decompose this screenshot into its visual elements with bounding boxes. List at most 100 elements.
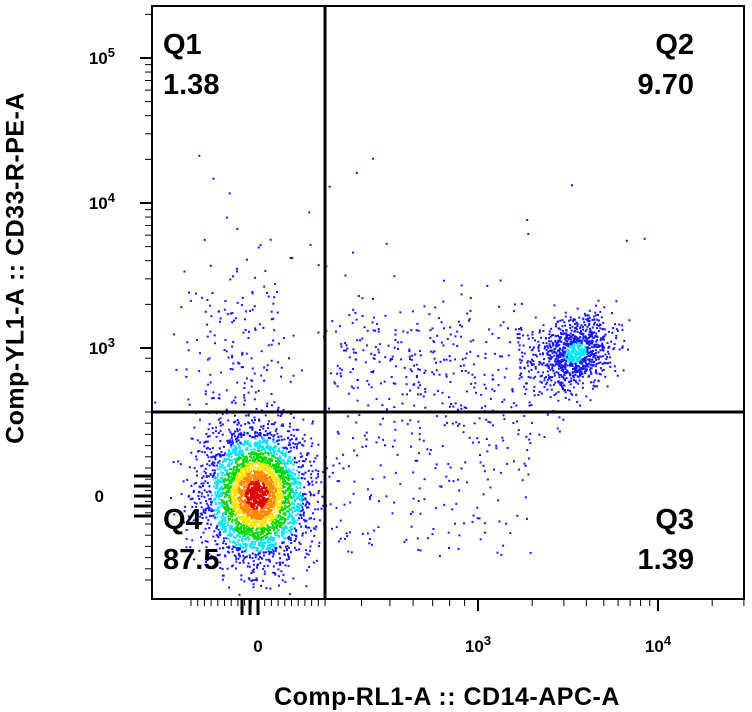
event-dot-q2 bbox=[566, 389, 569, 392]
event-dot-q4 bbox=[234, 537, 237, 540]
event-dot-sparse bbox=[532, 377, 535, 380]
event-dot-q4 bbox=[259, 505, 262, 508]
event-dot-q4 bbox=[302, 418, 305, 421]
event-dot-q4 bbox=[226, 465, 229, 468]
event-dot-q2 bbox=[569, 316, 572, 319]
event-dot-sparse bbox=[555, 355, 558, 358]
event-dot-sparse bbox=[354, 358, 357, 361]
event-dot-q4 bbox=[267, 472, 270, 475]
event-dot-sparse bbox=[377, 348, 380, 351]
event-dot-sparse bbox=[408, 348, 411, 351]
event-dot-q2 bbox=[597, 358, 600, 361]
event-dot-q2 bbox=[599, 349, 602, 352]
event-dot-q4 bbox=[249, 508, 252, 511]
event-dot-q4 bbox=[260, 463, 263, 466]
event-dot-sparse bbox=[335, 457, 338, 460]
event-dot-sparse bbox=[338, 325, 341, 328]
event-dot-sparse bbox=[428, 313, 431, 316]
event-dot-sparse bbox=[518, 328, 521, 330]
event-dot-q2 bbox=[592, 349, 595, 352]
event-dot-sparse bbox=[465, 352, 468, 355]
event-dot-q4 bbox=[278, 536, 281, 538]
event-dot-q4 bbox=[233, 510, 235, 513]
event-dot-q4 bbox=[262, 439, 264, 442]
event-dot-q4 bbox=[272, 519, 275, 522]
event-dot-q4 bbox=[241, 511, 244, 513]
event-dot-q4 bbox=[228, 530, 231, 533]
event-dot-sparse bbox=[551, 363, 554, 366]
event-dot-q4 bbox=[290, 471, 293, 474]
event-dot-q2 bbox=[534, 375, 537, 378]
event-dot-q4 bbox=[226, 505, 229, 508]
event-dot-sparse bbox=[506, 462, 509, 465]
event-dot-q4 bbox=[207, 428, 210, 431]
event-dot-q2 bbox=[534, 365, 537, 368]
event-dot-q4 bbox=[243, 442, 246, 445]
event-dot-q4 bbox=[224, 469, 227, 472]
event-dot-q4 bbox=[281, 500, 284, 503]
event-dot-q4 bbox=[246, 523, 248, 526]
event-dot-q4 bbox=[304, 525, 307, 528]
event-dot-q2 bbox=[576, 325, 579, 328]
event-dot-sparse bbox=[496, 551, 499, 554]
event-dot-q4 bbox=[292, 481, 295, 484]
event-dot-q4 bbox=[301, 534, 304, 537]
event-dot-q4 bbox=[215, 509, 218, 512]
event-dot-sparse bbox=[346, 347, 349, 350]
event-dot-sparse bbox=[523, 385, 525, 388]
event-dot-q4 bbox=[236, 479, 238, 481]
event-dot-q2 bbox=[575, 350, 578, 352]
event-dot-q4 bbox=[301, 437, 304, 440]
event-dot-q4 bbox=[239, 470, 242, 473]
event-dot-sparse bbox=[356, 386, 359, 389]
event-dot-q4 bbox=[270, 488, 273, 491]
event-dot-q4 bbox=[235, 440, 238, 443]
event-dot-sparse bbox=[357, 378, 360, 381]
event-dot-q2 bbox=[557, 334, 559, 337]
event-dot-q4 bbox=[239, 544, 242, 547]
event-dot-q4 bbox=[234, 491, 236, 494]
event-dot-q2 bbox=[591, 342, 593, 345]
event-dot-sparse bbox=[526, 517, 528, 520]
event-dot-q4 bbox=[249, 511, 252, 514]
event-dot-q4 bbox=[271, 455, 274, 458]
event-dot-q4 bbox=[224, 516, 227, 519]
event-dot-q2 bbox=[585, 369, 588, 372]
event-dot-q4 bbox=[241, 443, 243, 445]
event-dot-q4 bbox=[252, 483, 255, 486]
event-dot-q2 bbox=[575, 341, 578, 344]
event-dot-q4 bbox=[255, 529, 258, 532]
event-dot-q4 bbox=[243, 557, 246, 560]
event-dot-q4 bbox=[238, 535, 241, 538]
event-dot-q2 bbox=[569, 363, 572, 366]
event-dot-q4 bbox=[261, 453, 264, 456]
event-dot-sparse bbox=[387, 344, 390, 347]
event-dot-q4 bbox=[294, 474, 297, 477]
event-dot-q4 bbox=[247, 520, 250, 523]
event-dot-q4 bbox=[236, 473, 239, 476]
event-dot-q4 bbox=[213, 472, 216, 474]
event-dot-q4 bbox=[215, 495, 218, 498]
event-dot-q4 bbox=[234, 514, 237, 517]
event-dot-q4 bbox=[256, 452, 259, 455]
event-dot-q2 bbox=[578, 351, 581, 354]
event-dot-q4 bbox=[329, 503, 332, 506]
event-dot-q2 bbox=[571, 325, 574, 328]
event-dot-q4 bbox=[277, 491, 279, 494]
event-dot-q4 bbox=[284, 500, 287, 503]
event-dot-sparse bbox=[519, 374, 522, 377]
event-dot-q4 bbox=[224, 519, 227, 522]
event-dot-sparse bbox=[376, 322, 379, 325]
event-dot-q2 bbox=[591, 331, 593, 334]
event-dot-sparse bbox=[469, 297, 472, 300]
event-dot-q2 bbox=[557, 367, 560, 370]
event-dot-q4 bbox=[253, 479, 255, 482]
event-dot-q2 bbox=[579, 374, 581, 377]
event-dot-q2 bbox=[582, 335, 585, 338]
event-dot-q4 bbox=[258, 514, 261, 517]
event-dot-q4 bbox=[233, 504, 236, 507]
event-dot-q4 bbox=[316, 508, 319, 511]
event-dot-q4 bbox=[248, 578, 251, 581]
event-dot-q4 bbox=[256, 521, 259, 524]
event-dot-q4 bbox=[294, 491, 297, 494]
